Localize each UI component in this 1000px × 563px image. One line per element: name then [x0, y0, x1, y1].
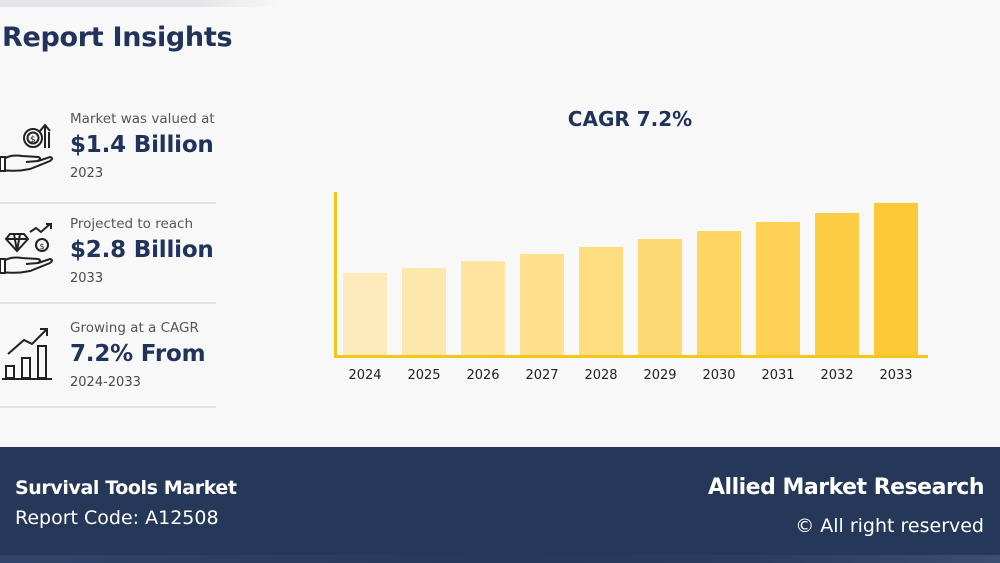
bar-2028 [579, 247, 623, 355]
x-tick-label: 2033 [879, 368, 913, 383]
bar-2030 [697, 231, 741, 355]
svg-text:$: $ [40, 242, 45, 251]
stat-period: 2024-2033 [70, 375, 141, 390]
stat-year: 2023 [70, 166, 104, 181]
copyright-text: © All right reserved [795, 515, 984, 537]
stat-cagr: Growing at a CAGR 7.2% From 2024-2033 [0, 304, 216, 408]
svg-text:$: $ [30, 135, 36, 145]
bar-2032 [815, 213, 859, 355]
market-name: Survival Tools Market [15, 477, 237, 499]
stat-label: Projected to reach [70, 216, 194, 232]
x-tick-label: 2032 [820, 368, 854, 383]
footer: Survival Tools Market Report Code: A1250… [0, 447, 1000, 563]
bar-2033 [874, 203, 918, 355]
stat-projected-value: $ Projected to reach $2.8 Billion 2033 [0, 200, 216, 304]
stat-label: Market was valued at [70, 111, 215, 127]
bar-2026 [461, 261, 505, 355]
stat-year: 2033 [70, 271, 104, 286]
x-tick-label: 2025 [407, 368, 441, 383]
x-tick-label: 2030 [702, 368, 736, 383]
bar-2031 [756, 222, 800, 355]
page-title: Report Insights [2, 22, 233, 53]
x-tick-label: 2031 [761, 368, 795, 383]
x-axis [334, 355, 928, 358]
stat-market-value: $ Market was valued at $1.4 Billion 2023 [0, 100, 216, 204]
x-tick-label: 2026 [466, 368, 500, 383]
chart-title: CAGR 7.2% [567, 107, 693, 131]
report-code: Report Code: A12508 [15, 507, 219, 529]
x-tick-label: 2027 [525, 368, 559, 383]
brand-name: Allied Market Research [708, 475, 984, 500]
bar-2025 [402, 268, 446, 355]
bar-chart [334, 192, 928, 358]
money-hand-growth-icon: $ [0, 120, 56, 176]
stat-label: Growing at a CAGR [70, 320, 199, 336]
x-tick-label: 2028 [584, 368, 618, 383]
diamond-coin-hand-icon: $ [0, 222, 56, 278]
top-strip [0, 0, 280, 7]
stat-value: $1.4 Billion [70, 132, 214, 158]
bar-2024 [343, 273, 387, 355]
x-tick-label: 2024 [348, 368, 382, 383]
bar-chart-trend-icon [0, 326, 56, 382]
bar-2027 [520, 254, 564, 355]
bar-2029 [638, 239, 682, 355]
footer-bottom-strip [0, 555, 1000, 563]
x-tick-label: 2029 [643, 368, 677, 383]
stat-value: 7.2% From [70, 341, 206, 367]
stat-value: $2.8 Billion [70, 237, 214, 263]
y-axis [334, 192, 337, 358]
